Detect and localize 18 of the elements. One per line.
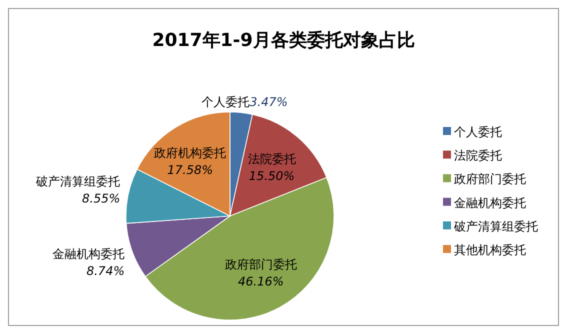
chart-title: 2017年1-9月各类委托对象占比 — [152, 30, 415, 51]
data-label: 17.58% — [167, 163, 214, 178]
legend-label: 破产清算组委托 — [453, 219, 538, 234]
text: 金融机构委托 — [52, 246, 125, 261]
legend-label: 其他机构委托 — [454, 243, 526, 257]
legend-label: 法院委托 — [454, 148, 502, 163]
data-label: 8.55% — [82, 191, 120, 206]
data-label: 46.16% — [238, 274, 284, 289]
legend-label: 政府部门委托 — [454, 172, 526, 186]
text: 政府机构委托 — [154, 146, 226, 160]
data-label: 3.47% — [250, 95, 288, 109]
text: 法院委托 — [248, 152, 296, 166]
data-label: 15.50% — [248, 168, 295, 183]
text: 政府部门委托 — [224, 258, 297, 272]
legend-label: 金融机构委托 — [454, 196, 526, 210]
text: 破产清算组委托 — [35, 174, 120, 188]
legend-label: 个人委托 — [454, 125, 502, 139]
data-label: 8.74% — [86, 264, 125, 278]
